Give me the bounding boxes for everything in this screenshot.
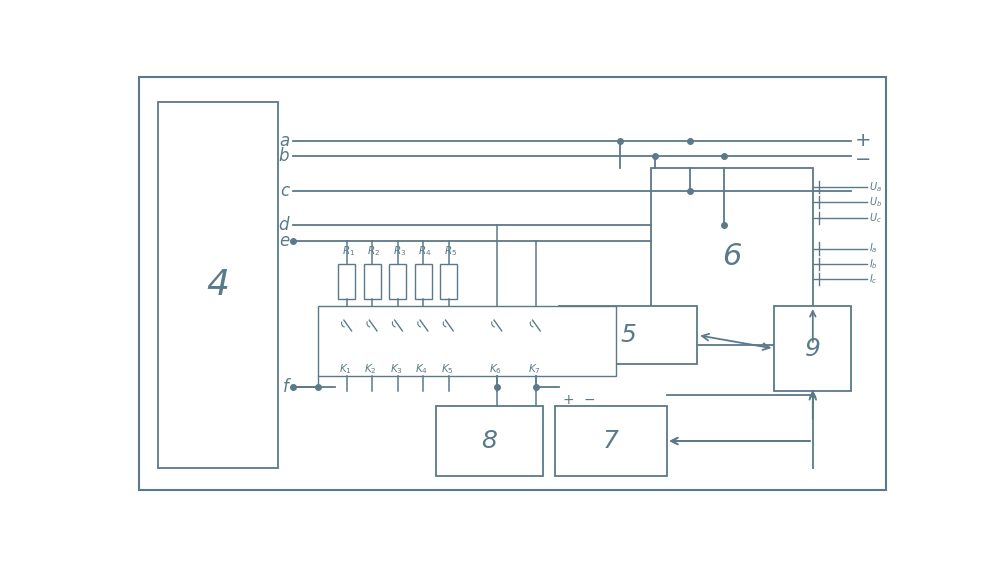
Bar	[559, 306, 697, 364]
Text: −: −	[584, 393, 595, 407]
Bar	[338, 264, 355, 298]
Bar	[436, 406, 543, 476]
Text: $R_4$: $R_4$	[418, 244, 431, 258]
Text: $K_3$: $K_3$	[390, 363, 403, 376]
Text: $U_c$: $U_c$	[869, 211, 882, 225]
Text: 7: 7	[603, 429, 619, 453]
Text: 8: 8	[481, 429, 497, 453]
Text: $K_5$: $K_5$	[441, 363, 453, 376]
Text: 9: 9	[805, 337, 821, 361]
Text: $U_b$: $U_b$	[869, 195, 882, 209]
Text: $K_6$: $K_6$	[489, 363, 502, 376]
Bar	[774, 306, 851, 391]
Text: $U_a$: $U_a$	[869, 180, 882, 194]
Bar	[364, 264, 381, 298]
Bar	[389, 264, 406, 298]
Text: −: −	[855, 150, 871, 169]
Text: a: a	[279, 132, 289, 150]
Text: +: +	[855, 131, 871, 150]
Text: 6: 6	[722, 242, 742, 271]
Text: $R_2$: $R_2$	[367, 244, 380, 258]
Text: 4: 4	[206, 268, 229, 302]
Text: +: +	[563, 393, 575, 407]
Text: $K_4$: $K_4$	[415, 363, 428, 376]
Text: $R_3$: $R_3$	[393, 244, 406, 258]
Bar	[415, 264, 432, 298]
Bar	[555, 406, 666, 476]
Text: $K_7$: $K_7$	[528, 363, 540, 376]
Bar	[440, 264, 457, 298]
Text: e: e	[279, 232, 289, 250]
Text: $I_b$: $I_b$	[869, 257, 878, 271]
Text: $R_1$: $R_1$	[342, 244, 355, 258]
Text: d: d	[279, 216, 289, 234]
Bar	[158, 102, 278, 468]
Text: $K_1$: $K_1$	[339, 363, 352, 376]
Text: $R_5$: $R_5$	[444, 244, 457, 258]
Bar	[651, 168, 813, 345]
Text: f: f	[283, 378, 289, 396]
Text: $K_2$: $K_2$	[364, 363, 377, 376]
Text: $I_c$: $I_c$	[869, 272, 878, 286]
Bar	[318, 306, 616, 376]
Text: b: b	[279, 147, 289, 165]
Text: 5: 5	[620, 323, 636, 347]
Text: c: c	[280, 182, 289, 200]
Text: $I_a$: $I_a$	[869, 242, 878, 256]
